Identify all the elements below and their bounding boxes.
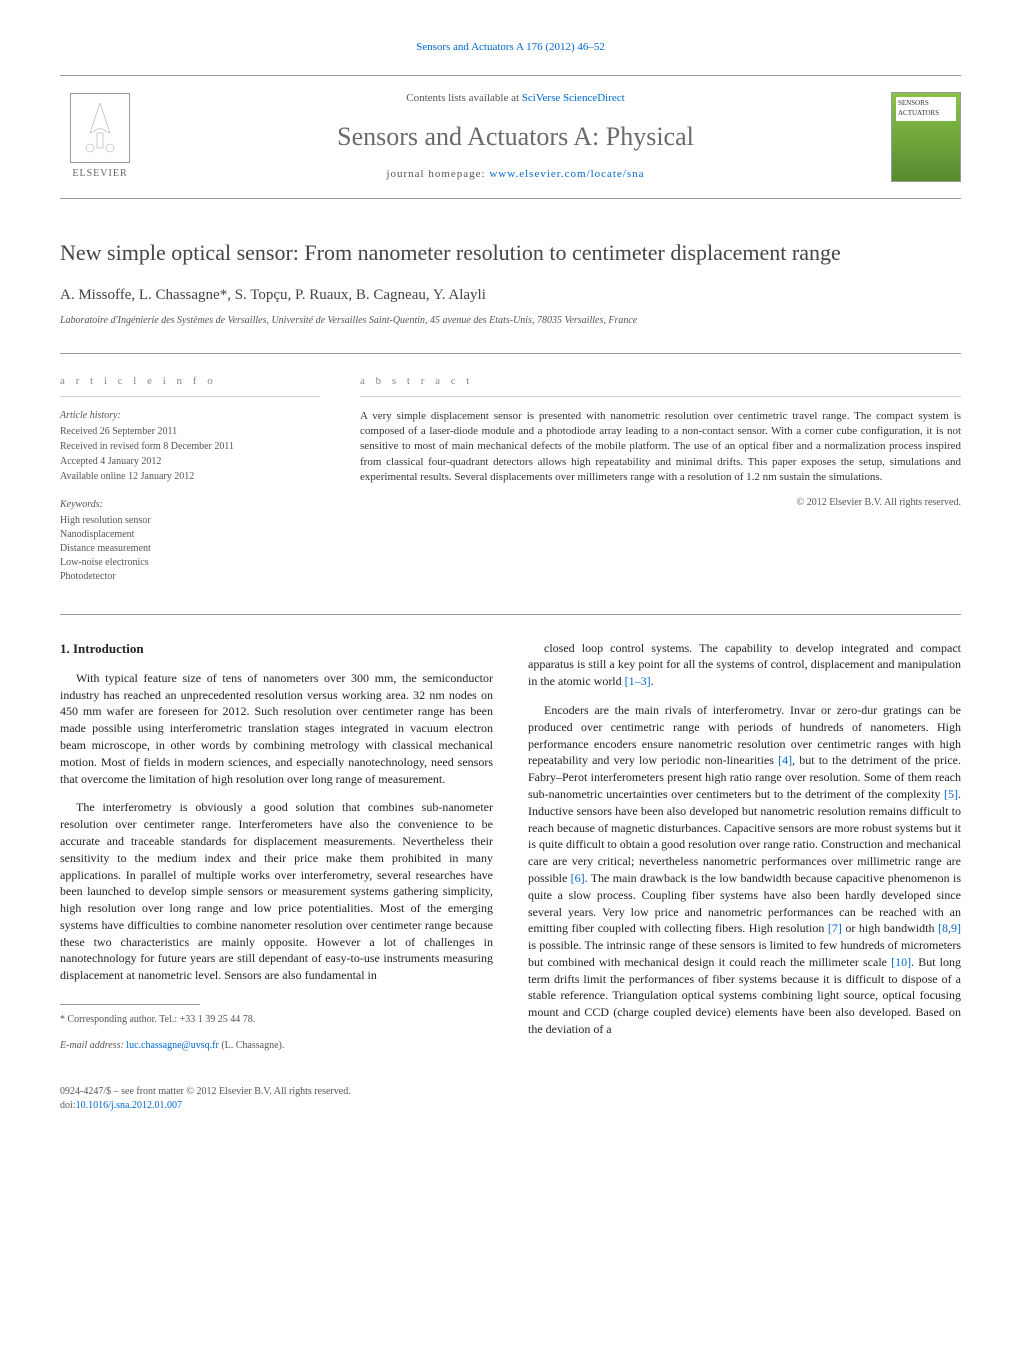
masthead-center: Contents lists available at SciVerse Sci…	[140, 91, 891, 182]
body-paragraph: closed loop control systems. The capabil…	[528, 640, 961, 690]
reference-link[interactable]: [4]	[778, 753, 792, 767]
footer-front-matter: 0924-4247/$ – see front matter © 2012 El…	[60, 1085, 961, 1099]
journal-name: Sensors and Actuators A: Physical	[160, 119, 871, 155]
publisher-name: ELSEVIER	[72, 167, 127, 181]
journal-cover-thumbnail: SENSORS ACTUATORS	[891, 92, 961, 182]
affiliation: Laboratoire d'Ingénierie des Systèmes de…	[60, 314, 961, 328]
cover-text: SENSORS ACTUATORS	[896, 97, 956, 121]
abstract-column: a b s t r a c t A very simple displaceme…	[360, 374, 961, 583]
homepage-prefix: journal homepage:	[386, 168, 489, 180]
body-left-column: 1. Introduction With typical feature siz…	[60, 640, 493, 1066]
keyword-0: High resolution sensor	[60, 514, 320, 528]
body-columns: 1. Introduction With typical feature siz…	[60, 614, 961, 1066]
authors-list: A. Missoffe, L. Chassagne*, S. Topçu, P.…	[60, 285, 961, 306]
masthead: ELSEVIER Contents lists available at Sci…	[60, 75, 961, 198]
abstract-copyright: © 2012 Elsevier B.V. All rights reserved…	[360, 496, 961, 510]
contents-prefix: Contents lists available at	[406, 92, 521, 104]
body-text: .	[651, 674, 654, 688]
email-suffix: (L. Chassagne).	[219, 1040, 285, 1051]
journal-homepage-line: journal homepage: www.elsevier.com/locat…	[160, 167, 871, 182]
history-revised: Received in revised form 8 December 2011	[60, 440, 320, 454]
header-citation: Sensors and Actuators A 176 (2012) 46–52	[60, 40, 961, 55]
homepage-link[interactable]: www.elsevier.com/locate/sna	[489, 168, 644, 180]
history-accepted: Accepted 4 January 2012	[60, 455, 320, 469]
section-title: Introduction	[73, 641, 144, 656]
info-abstract-row: a r t i c l e i n f o Article history: R…	[60, 353, 961, 583]
keyword-2: Distance measurement	[60, 542, 320, 556]
abstract-heading: a b s t r a c t	[360, 374, 961, 396]
article-title: New simple optical sensor: From nanomete…	[60, 239, 961, 268]
abstract-text: A very simple displacement sensor is pre…	[360, 409, 961, 486]
footnote-separator	[60, 1004, 200, 1013]
body-paragraph: With typical feature size of tens of nan…	[60, 670, 493, 788]
keyword-4: Photodetector	[60, 570, 320, 584]
body-text: closed loop control systems. The capabil…	[528, 641, 961, 689]
keywords-label: Keywords:	[60, 498, 320, 512]
contents-list-line: Contents lists available at SciVerse Sci…	[160, 91, 871, 106]
section-number: 1.	[60, 641, 70, 656]
footer-info: 0924-4247/$ – see front matter © 2012 El…	[60, 1085, 961, 1113]
reference-link[interactable]: [8,9]	[938, 921, 961, 935]
doi-label: doi:	[60, 1100, 76, 1111]
reference-link[interactable]: [5]	[944, 787, 958, 801]
body-paragraph: The interferometry is obviously a good s…	[60, 799, 493, 984]
article-info-heading: a r t i c l e i n f o	[60, 374, 320, 396]
footnote-email: E-mail address: luc.chassagne@uvsq.fr (L…	[60, 1039, 493, 1053]
history-label: Article history:	[60, 409, 320, 423]
body-right-column: closed loop control systems. The capabil…	[528, 640, 961, 1066]
elsevier-tree-icon	[70, 93, 130, 163]
footer-doi: doi:10.1016/j.sna.2012.01.007	[60, 1099, 961, 1113]
email-link[interactable]: luc.chassagne@uvsq.fr	[126, 1040, 219, 1051]
publisher-logo: ELSEVIER	[60, 93, 140, 181]
body-text: or high bandwidth	[842, 921, 938, 935]
cover-text-top: SENSORS	[898, 99, 929, 107]
keyword-1: Nanodisplacement	[60, 528, 320, 542]
history-received: Received 26 September 2011	[60, 425, 320, 439]
cover-text-bottom: ACTUATORS	[898, 109, 939, 117]
reference-link[interactable]: [1–3]	[625, 674, 651, 688]
reference-link[interactable]: [6]	[571, 871, 585, 885]
article-info-column: a r t i c l e i n f o Article history: R…	[60, 374, 320, 583]
history-online: Available online 12 January 2012	[60, 470, 320, 484]
doi-link[interactable]: 10.1016/j.sna.2012.01.007	[76, 1100, 182, 1111]
reference-link[interactable]: [7]	[828, 921, 842, 935]
keyword-3: Low-noise electronics	[60, 556, 320, 570]
email-label: E-mail address:	[60, 1040, 126, 1051]
body-paragraph: Encoders are the main rivals of interfer…	[528, 702, 961, 1038]
section-heading: 1. Introduction	[60, 640, 493, 658]
footnote-corresponding: * Corresponding author. Tel.: +33 1 39 2…	[60, 1013, 493, 1027]
sciencedirect-link[interactable]: SciVerse ScienceDirect	[522, 92, 625, 104]
reference-link[interactable]: [10]	[891, 955, 911, 969]
